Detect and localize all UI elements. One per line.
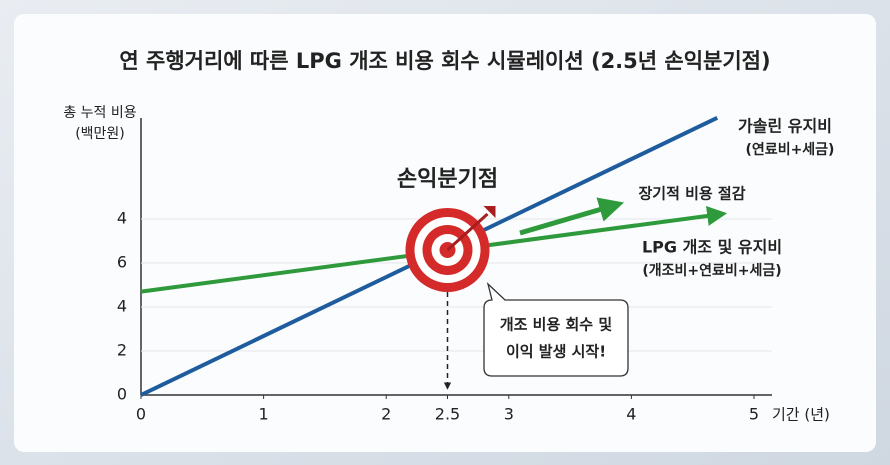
y-tick-label: 6 — [117, 253, 127, 272]
callout-text: 개조 비용 회수 및 — [500, 316, 612, 334]
x-tick-label: 2 — [381, 405, 391, 424]
callout-box — [483, 282, 629, 377]
x-tick-label: 0 — [136, 405, 146, 424]
x-tick-label: 3 — [504, 405, 514, 424]
target-dart-fin — [483, 206, 496, 218]
savings-arrow — [519, 197, 624, 236]
y-tick-label: 4 — [117, 297, 127, 316]
breakeven-label: 손익분기점 — [397, 167, 498, 192]
x-tick-label: 1 — [259, 405, 269, 424]
x-tick-label: 2.5 — [435, 405, 460, 424]
series-detail: (개조비+연료비+세금) — [642, 263, 781, 279]
y-tick-label: 0 — [117, 385, 127, 404]
series-label: LPG 개조 및 유지비 — [642, 238, 782, 257]
chart-title: 연 주행거리에 따른 LPG 개조 비용 회수 시뮬레이션 (2.5년 손익분기… — [119, 49, 770, 73]
savings-label: 장기적 비용 절감 — [638, 185, 745, 203]
y-tick-label: 4 — [117, 209, 127, 228]
series-label: 가솔린 유지비 — [738, 117, 832, 136]
x-axis-label: 기간 (년) — [772, 406, 830, 424]
x-tick-label: 5 — [749, 405, 759, 424]
target-dart — [446, 212, 489, 252]
callout-text: 이익 발생 시작! — [506, 343, 606, 361]
y-tick-label: 2 — [117, 341, 127, 360]
y-axis-label: 총 누적 비용 — [63, 105, 136, 121]
x-tick-label: 4 — [626, 405, 636, 424]
y-axis-label: (백만원) — [75, 126, 125, 142]
series-detail: (연료비+세금) — [746, 142, 835, 158]
